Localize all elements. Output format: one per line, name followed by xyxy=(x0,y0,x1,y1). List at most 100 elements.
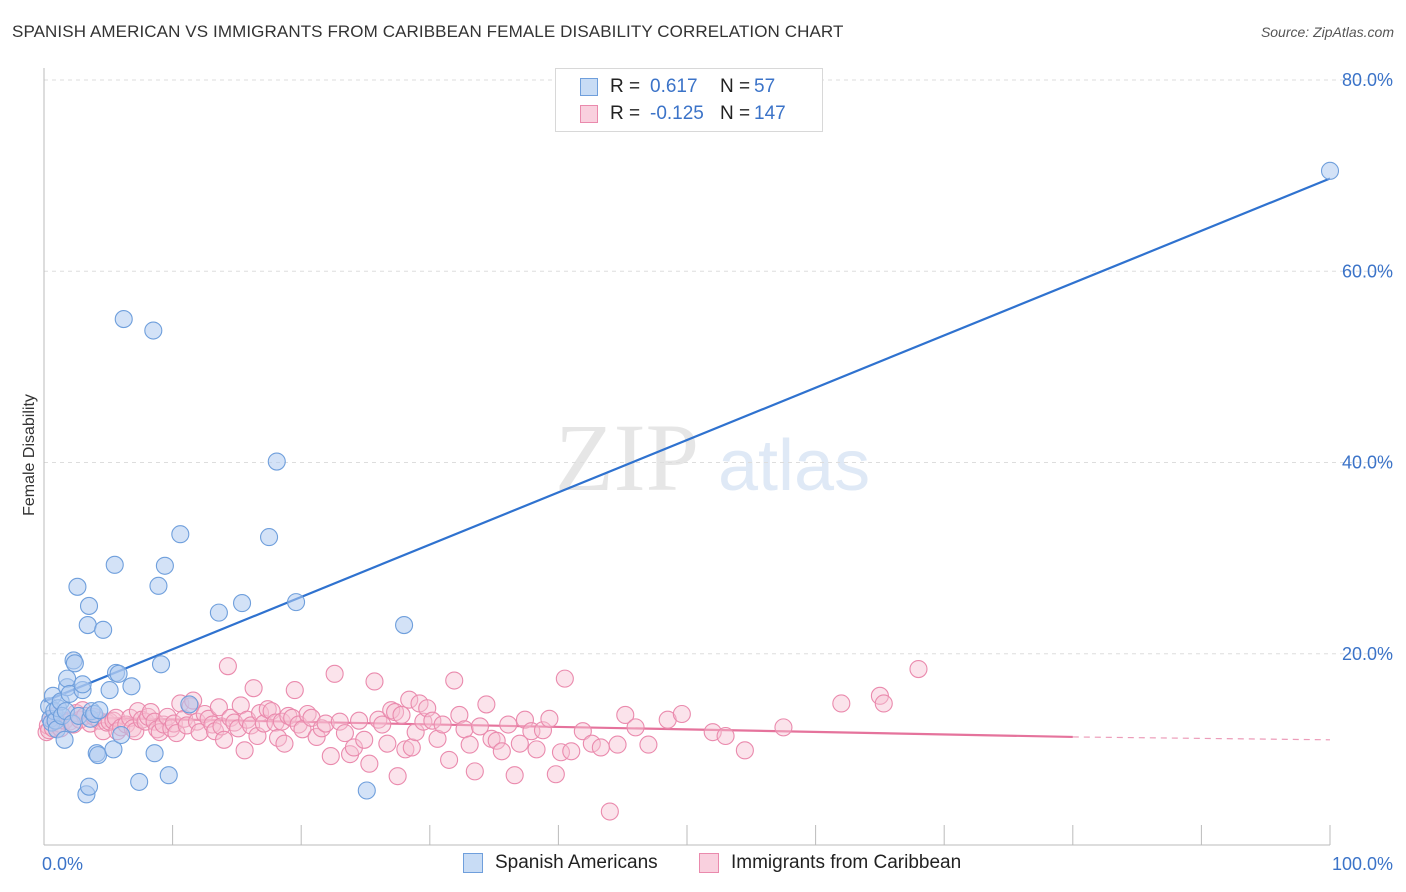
spanish-american-point xyxy=(171,525,190,544)
caribbean-point xyxy=(325,664,344,683)
spanish-american-point xyxy=(55,730,74,749)
y-tick-label: 60.0% xyxy=(1342,261,1393,281)
caribbean-point xyxy=(600,802,619,821)
legend-r-value: 0.617 xyxy=(650,76,698,97)
caribbean-point xyxy=(533,721,553,740)
series-label-spanish: Spanish Americans xyxy=(495,852,658,873)
spanish-american-point xyxy=(267,452,286,471)
ticks: 20.0% 40.0% 60.0% 80.0% 0.0% 100.0% xyxy=(42,70,1393,874)
caribbean-point xyxy=(573,722,592,741)
caribbean-point xyxy=(499,715,518,734)
spanish-american-point xyxy=(112,725,131,745)
spanish-american-point xyxy=(105,555,124,574)
caribbean-point xyxy=(162,719,181,738)
legend-n-value: 147 xyxy=(754,103,786,124)
caribbean-point xyxy=(373,715,392,734)
caribbean-point xyxy=(316,714,335,733)
spanish-american-point xyxy=(259,528,279,547)
caribbean-point xyxy=(874,694,893,713)
caribbean-point xyxy=(321,747,340,766)
y-tick-label: 20.0% xyxy=(1342,644,1393,664)
caribbean-point xyxy=(450,705,469,725)
stats-legend: R = 0.617 N = 57 R = -0.125 N = 147 xyxy=(555,68,823,132)
caribbean-point xyxy=(492,742,511,761)
caribbean-point xyxy=(428,729,447,748)
legend-swatch-blue xyxy=(580,78,598,96)
grid xyxy=(44,79,1393,655)
caribbean-point xyxy=(527,740,546,759)
caribbean-point xyxy=(244,679,263,698)
caribbean-point xyxy=(505,766,524,785)
caribbean-point xyxy=(487,731,506,750)
spanish-american-point xyxy=(130,772,149,791)
spanish-american-point xyxy=(58,669,77,688)
spanish-american-point xyxy=(90,701,109,720)
spanish-american-point xyxy=(287,593,306,612)
caribbean-point xyxy=(735,741,754,760)
watermark-atlas: atlas xyxy=(718,426,870,506)
caribbean-point xyxy=(350,711,369,730)
caribbean-point xyxy=(388,767,407,786)
caribbean-point xyxy=(400,690,419,709)
caribbean-point xyxy=(639,735,658,754)
spanish-american-point xyxy=(78,616,97,635)
caribbean-point xyxy=(510,734,529,753)
spanish-american-points xyxy=(40,161,1340,804)
spanish-american-point xyxy=(145,744,164,763)
caribbean-point xyxy=(515,710,535,729)
spanish-american-point xyxy=(79,777,99,796)
legend-r-label: R = xyxy=(610,76,641,97)
caribbean-point xyxy=(335,724,354,743)
caribbean-point xyxy=(440,750,459,769)
caribbean-point xyxy=(909,659,928,679)
caribbean-point xyxy=(555,669,574,688)
caribbean-point xyxy=(672,704,691,724)
legend-n-label: N = xyxy=(720,103,751,124)
caribbean-point xyxy=(209,698,228,717)
spanish-american-point xyxy=(65,654,84,673)
caribbean-point xyxy=(591,738,610,757)
caribbean-point xyxy=(546,765,565,784)
spanish-american-point xyxy=(73,675,92,694)
spanish-american-point xyxy=(395,616,414,635)
caribbean-point xyxy=(716,726,735,746)
caribbean-point xyxy=(355,730,374,749)
y-axis-label: Female Disability xyxy=(21,394,38,516)
caribbean-point xyxy=(562,742,581,761)
spanish-american-point xyxy=(94,620,113,639)
spanish-american-point xyxy=(144,321,163,340)
legend-row-spanish: R = 0.617 N = 57 xyxy=(580,75,775,99)
caribbean-point xyxy=(477,695,496,714)
legend-n-value: 57 xyxy=(754,76,776,97)
caribbean-point xyxy=(275,734,294,753)
caribbean-point xyxy=(396,740,415,759)
caribbean-point xyxy=(344,738,363,757)
caribbean-point xyxy=(540,709,559,728)
chart-title: SPANISH AMERICAN VS IMMIGRANTS FROM CARI… xyxy=(12,22,844,41)
spanish-american-point xyxy=(180,695,199,714)
spanish-american-point xyxy=(1320,161,1340,180)
series-swatch-pink xyxy=(699,853,719,873)
caribbean-point xyxy=(832,694,851,713)
caribbean-point xyxy=(121,708,140,727)
caribbean-point xyxy=(392,705,411,725)
series-label-caribbean: Immigrants from Caribbean xyxy=(731,852,962,873)
watermark: ZIP atlas xyxy=(555,404,870,511)
caribbean-point xyxy=(218,657,237,676)
caribbean-point xyxy=(283,708,302,727)
spanish-american-point xyxy=(104,740,123,759)
legend-r-label: R = xyxy=(610,103,641,124)
y-tick-label: 80.0% xyxy=(1342,70,1393,90)
spanish-american-point xyxy=(114,310,133,329)
series-legend: Spanish Americans Immigrants from Caribb… xyxy=(0,852,1406,878)
trendline-spanish xyxy=(43,177,1331,703)
spanish-american-point xyxy=(79,596,99,615)
caribbean-point xyxy=(106,708,126,727)
caribbean-point xyxy=(187,712,207,731)
caribbean-point xyxy=(445,671,464,690)
caribbean-point xyxy=(470,717,490,736)
caribbean-point xyxy=(378,734,397,753)
caribbean-point xyxy=(167,724,186,743)
legend-swatch-pink xyxy=(580,105,598,123)
